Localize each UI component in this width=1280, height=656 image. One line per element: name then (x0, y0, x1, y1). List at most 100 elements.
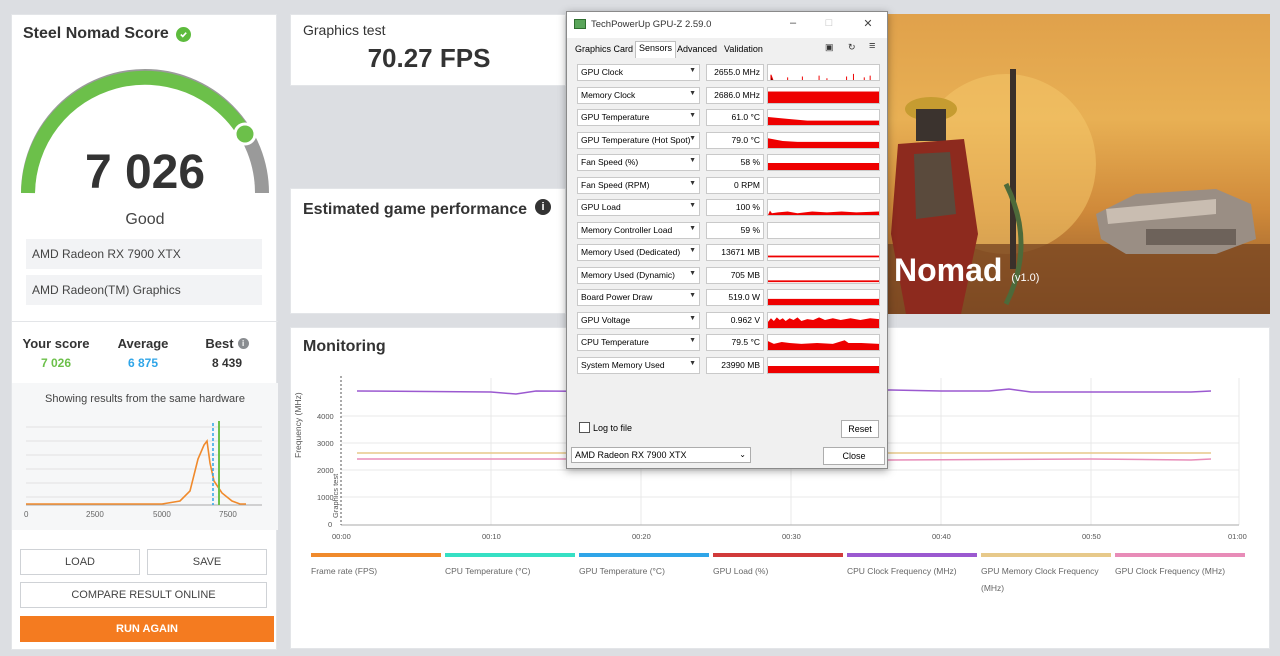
dropdown-arrow-icon: ▼ (689, 247, 696, 254)
x-tick: 00:00 (332, 532, 351, 541)
average-label: Average (117, 336, 169, 351)
igpu-name: AMD Radeon(TM) Graphics (26, 275, 262, 305)
sensor-name: Board Power Draw (581, 292, 653, 302)
hero-banner: Nomad (v1.0) (886, 14, 1270, 314)
sensor-dropdown[interactable]: GPU Voltage ▼ (577, 312, 700, 329)
legend-cpu-temperature[interactable]: CPU Temperature (°C) (445, 553, 575, 580)
sensor-value: 23990 MB (706, 357, 764, 374)
sensor-value: 0 RPM (706, 177, 764, 194)
maximize-icon[interactable]: □ (825, 17, 833, 29)
sensor-dropdown[interactable]: Board Power Draw ▼ (577, 289, 700, 306)
monitoring-title: Monitoring (303, 338, 386, 355)
log-to-file-checkbox[interactable] (579, 422, 590, 433)
score-title-text: Steel Nomad Score (23, 25, 169, 42)
legend-swatch (981, 553, 1111, 557)
device-select[interactable]: AMD Radeon RX 7900 XTX ⌄ (571, 447, 751, 463)
tab-advanced[interactable]: Advanced (677, 44, 718, 54)
dropdown-arrow-icon: ▼ (689, 360, 696, 367)
gpuz-titlebar[interactable]: TechPowerUp GPU-Z 2.59.0 – □ ✕ (567, 12, 887, 38)
sensor-name: CPU Temperature (581, 337, 649, 347)
your-score: Your score 7 026 (16, 336, 96, 370)
sensor-value: 58 % (706, 154, 764, 171)
refresh-icon[interactable]: ↻ (848, 42, 856, 52)
sensor-graph (767, 64, 880, 81)
reset-button[interactable]: Reset (841, 420, 879, 438)
sensor-graph (767, 132, 880, 149)
dropdown-arrow-icon: ▼ (689, 135, 696, 142)
hist-tick: 0 (24, 510, 29, 519)
sensor-graph (767, 177, 880, 194)
legend-frame-rate[interactable]: Frame rate (FPS) (311, 553, 441, 580)
menu-icon[interactable]: ≡ (869, 40, 876, 52)
legend-gpu-temperature[interactable]: GPU Temperature (°C) (579, 553, 709, 580)
sensor-dropdown[interactable]: Fan Speed (%) ▼ (577, 154, 700, 171)
legend-gpu-memory-clock[interactable]: GPU Memory Clock Frequency (MHz) (981, 553, 1111, 597)
x-tick: 00:50 (1082, 532, 1101, 541)
compare-online-button[interactable]: COMPARE RESULT ONLINE (20, 582, 267, 608)
gpu-name: AMD Radeon RX 7900 XTX (26, 239, 262, 269)
close-icon[interactable]: ✕ (863, 18, 873, 30)
sensor-row: System Memory Used ▼ 23990 MB (577, 357, 887, 376)
sensor-dropdown[interactable]: Fan Speed (RPM) ▼ (577, 177, 700, 194)
sensor-value: 59 % (706, 222, 764, 239)
sensor-list: GPU Clock ▼ 2655.0 MHz Memory Clock ▼ 2686… (573, 58, 883, 448)
sensor-dropdown[interactable]: GPU Clock ▼ (577, 64, 700, 81)
sensor-value: 705 MB (706, 267, 764, 284)
device-select-value: AMD Radeon RX 7900 XTX (575, 450, 687, 460)
dropdown-arrow-icon: ▼ (689, 315, 696, 322)
dropdown-arrow-icon: ▼ (689, 270, 696, 277)
dropdown-arrow-icon: ▼ (689, 112, 696, 119)
sensor-name: Fan Speed (%) (581, 157, 639, 167)
dropdown-arrow-icon: ▼ (689, 337, 696, 344)
camera-icon[interactable]: ▣ (825, 42, 834, 52)
legend-gpu-load[interactable]: GPU Load (%) (713, 553, 843, 580)
sensor-dropdown[interactable]: CPU Temperature ▼ (577, 334, 700, 351)
legend-swatch (311, 553, 441, 557)
y-tick: 4000 (317, 412, 334, 421)
info-icon[interactable]: i (535, 199, 551, 215)
close-button[interactable]: Close (823, 447, 885, 465)
sensor-dropdown[interactable]: Memory Used (Dedicated) ▼ (577, 244, 700, 261)
hist-tick: 5000 (153, 510, 171, 519)
sensor-dropdown[interactable]: Memory Controller Load ▼ (577, 222, 700, 239)
log-to-file[interactable]: Log to file (579, 422, 632, 433)
gauge-marker (233, 122, 257, 146)
sensor-row: Memory Clock ▼ 2686.0 MHz (577, 87, 887, 106)
run-again-button[interactable]: RUN AGAIN (20, 616, 274, 642)
legend-label: CPU Temperature (°C) (445, 566, 531, 576)
sensor-name: Fan Speed (RPM) (581, 180, 650, 190)
best-label: Best (205, 336, 234, 351)
best-score: Best i 8 439 (187, 336, 267, 370)
legend-label: GPU Memory Clock Frequency (MHz) (981, 566, 1099, 593)
load-button[interactable]: LOAD (20, 549, 140, 575)
sensor-dropdown[interactable]: GPU Temperature (Hot Spot) ▼ (577, 132, 700, 149)
sensor-value: 2686.0 MHz (706, 87, 764, 104)
info-icon[interactable]: i (237, 338, 249, 349)
save-button[interactable]: SAVE (147, 549, 267, 575)
legend-gpu-clock[interactable]: GPU Clock Frequency (MHz) (1115, 553, 1245, 580)
sensor-dropdown[interactable]: Memory Clock ▼ (577, 87, 700, 104)
sensor-dropdown[interactable]: Memory Used (Dynamic) ▼ (577, 267, 700, 284)
hero-version: (v1.0) (1011, 272, 1040, 284)
dropdown-arrow-icon: ▼ (689, 225, 696, 232)
log-to-file-label: Log to file (593, 422, 633, 433)
sensor-dropdown[interactable]: GPU Temperature ▼ (577, 109, 700, 126)
sensor-name: Memory Clock (581, 90, 636, 100)
sensor-row: Fan Speed (%) ▼ 58 % (577, 154, 887, 173)
minimize-icon[interactable]: – (789, 17, 797, 29)
tab-sensors[interactable]: Sensors (635, 41, 677, 58)
sensor-dropdown[interactable]: System Memory Used ▼ (577, 357, 700, 374)
sensor-graph (767, 312, 880, 329)
average-score: Average 6 875 (103, 336, 183, 370)
tab-validation[interactable]: Validation (724, 44, 763, 54)
gpuz-window: TechPowerUp GPU-Z 2.59.0 – □ ✕ Graphics … (566, 11, 888, 469)
sensor-graph (767, 357, 880, 374)
legend-swatch (445, 553, 575, 557)
sensor-graph (767, 222, 880, 239)
graphics-test-title: Graphics test (303, 22, 386, 38)
legend-cpu-clock[interactable]: CPU Clock Frequency (MHz) (847, 553, 977, 580)
tab-graphics-card[interactable]: Graphics Card (575, 44, 634, 54)
hist-tick: 2500 (86, 510, 104, 519)
sensor-dropdown[interactable]: GPU Load ▼ (577, 199, 700, 216)
score-value: 7 026 (84, 146, 206, 199)
